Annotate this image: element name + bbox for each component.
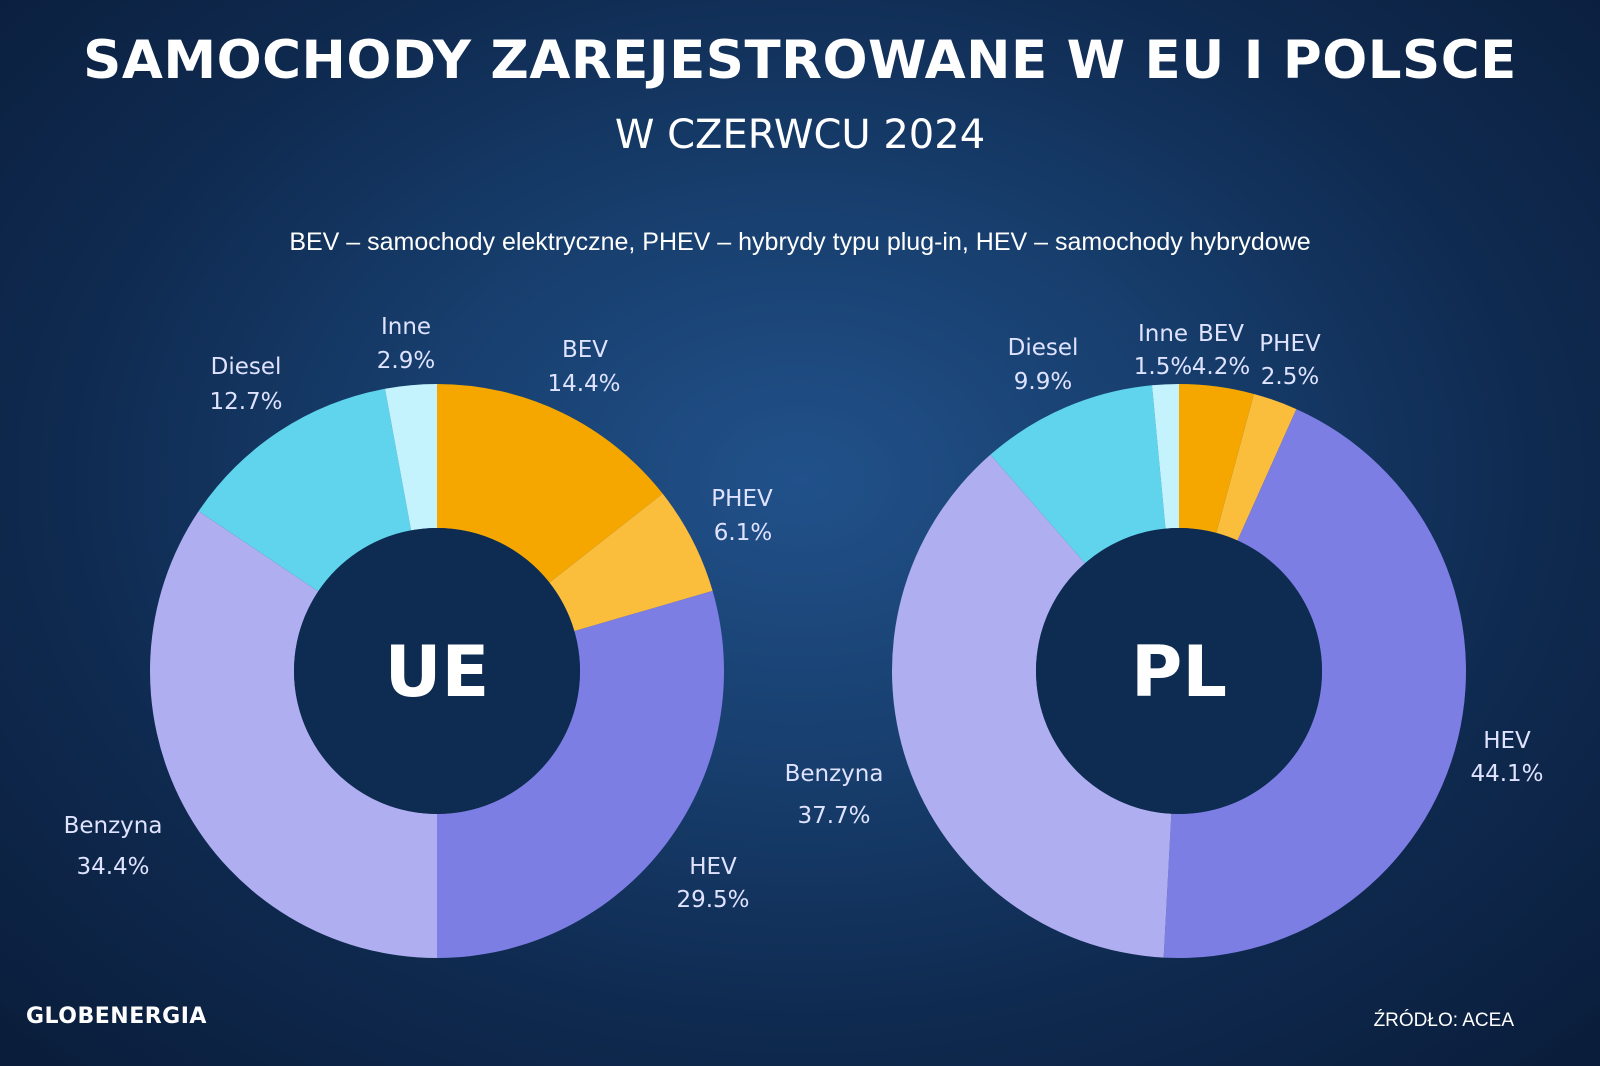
pl-label-hev: HEV bbox=[1483, 728, 1531, 754]
ue-label-hev: HEV bbox=[689, 854, 737, 880]
pl-value-inne: 1.5% bbox=[1134, 354, 1192, 380]
ue-slice-diesel bbox=[198, 388, 412, 592]
pl-slice-bev bbox=[1179, 384, 1254, 533]
pl-slice-phev bbox=[1216, 393, 1297, 541]
pl-label-diesel: Diesel bbox=[1008, 335, 1079, 361]
pl-value-bev: 4.2% bbox=[1192, 354, 1250, 380]
pl-value-diesel: 9.9% bbox=[1014, 369, 1072, 395]
pl-value-hev: 44.1% bbox=[1470, 761, 1543, 787]
ue-slice-phev bbox=[549, 493, 713, 632]
ue-value-phev: 6.1% bbox=[714, 520, 772, 546]
ue-value-inne: 2.9% bbox=[377, 348, 435, 374]
globenergia-logo: GLOBENERGIA bbox=[26, 1004, 207, 1029]
donut-chart-pl: PL BEV 4.2% PHEV 2.5% HEV 44.1% Benzyna 37.7% Die… bbox=[785, 321, 1544, 959]
pl-slice-inne bbox=[1151, 384, 1179, 529]
ue-center-label: UE bbox=[385, 631, 490, 713]
ue-value-bev: 14.4% bbox=[547, 371, 620, 397]
ue-label-bev: BEV bbox=[562, 337, 608, 363]
ue-slice-benzyna bbox=[150, 511, 438, 958]
chart-subtitle: W CZERWCU 2024 bbox=[614, 112, 986, 158]
ue-slice-hev bbox=[437, 590, 724, 958]
ue-value-diesel: 12.7% bbox=[209, 389, 282, 415]
pl-label-bev: BEV bbox=[1198, 321, 1244, 347]
pl-value-phev: 2.5% bbox=[1261, 364, 1319, 390]
pl-label-inne: Inne bbox=[1138, 321, 1188, 347]
ue-slice-inne bbox=[384, 384, 437, 531]
ue-label-inne: Inne bbox=[381, 314, 431, 340]
pl-value-benzyna: 37.7% bbox=[797, 803, 870, 829]
donut-chart-ue: UE BEV 14.4% PHEV 6.1% HEV 29.5% Benzyna 34.4% Di… bbox=[64, 314, 773, 958]
pl-slice-diesel bbox=[990, 385, 1166, 564]
ue-label-diesel: Diesel bbox=[211, 354, 282, 380]
pl-slice-benzyna bbox=[892, 454, 1172, 958]
pl-label-phev: PHEV bbox=[1259, 331, 1321, 357]
pl-center-label: PL bbox=[1131, 631, 1227, 713]
chart-title: SAMOCHODY ZAREJESTROWANE W EU I POLSCE bbox=[83, 30, 1517, 91]
ue-slice-bev bbox=[437, 384, 663, 583]
ue-value-hev: 29.5% bbox=[676, 887, 749, 913]
pl-label-benzyna: Benzyna bbox=[785, 761, 884, 787]
ue-donut-hole bbox=[294, 528, 580, 814]
source-note: ŹRÓDŁO: ACEA bbox=[1373, 1010, 1514, 1031]
abbreviation-note: BEV – samochody elektryczne, PHEV – hybr… bbox=[289, 228, 1311, 256]
pl-slice-hev bbox=[1163, 409, 1466, 959]
ue-label-benzyna: Benzyna bbox=[64, 813, 163, 839]
ue-value-benzyna: 34.4% bbox=[76, 854, 149, 880]
ue-label-phev: PHEV bbox=[711, 486, 773, 512]
pl-donut-hole bbox=[1036, 528, 1322, 814]
